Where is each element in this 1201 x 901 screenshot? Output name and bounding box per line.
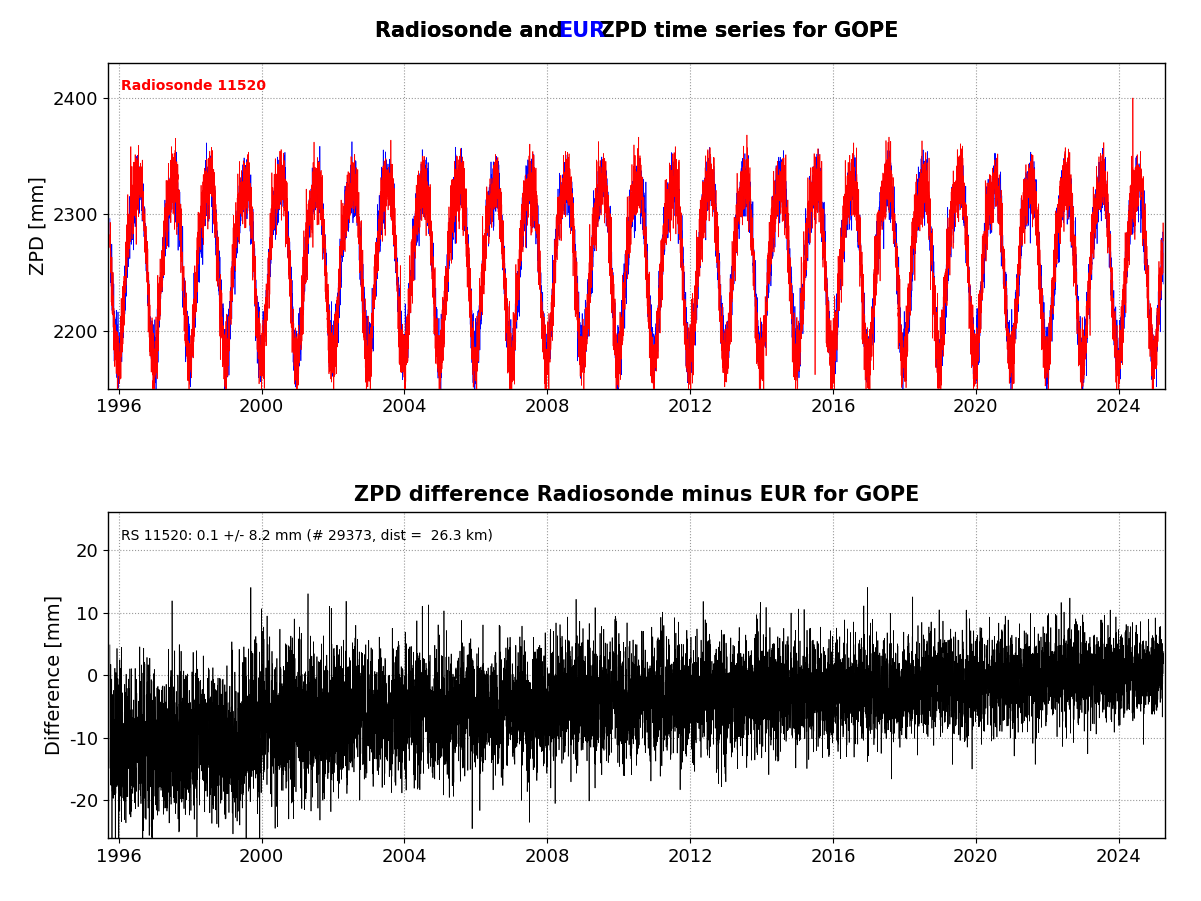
- Text: EUR: EUR: [557, 21, 605, 41]
- Text: Radiosonde and     ZPD time series for GOPE: Radiosonde and ZPD time series for GOPE: [375, 21, 898, 41]
- Y-axis label: ZPD [mm]: ZPD [mm]: [29, 177, 47, 276]
- Y-axis label: Difference [mm]: Difference [mm]: [44, 595, 64, 755]
- Text: RS 11520: 0.1 +/- 8.2 mm (# 29373, dist =  26.3 km): RS 11520: 0.1 +/- 8.2 mm (# 29373, dist …: [121, 529, 492, 542]
- Text: Radiosonde 11520: Radiosonde 11520: [121, 79, 265, 94]
- Title: ZPD difference Radiosonde minus EUR for GOPE: ZPD difference Radiosonde minus EUR for …: [354, 486, 919, 505]
- Text: Radiosonde and     ZPD time series for GOPE: Radiosonde and ZPD time series for GOPE: [375, 21, 898, 41]
